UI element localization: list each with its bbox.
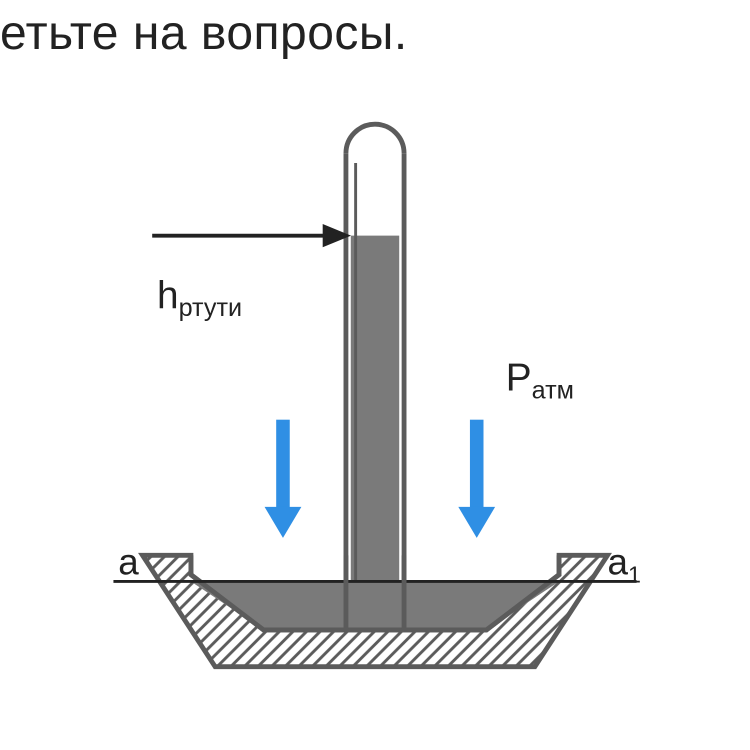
label-h-main: h: [157, 274, 179, 317]
label-p-sub: атм: [532, 376, 574, 404]
label-p-main: P: [506, 357, 532, 400]
label-p-atm: Pатм: [506, 357, 574, 405]
mercury-column: [351, 236, 399, 633]
mercury-level-arrow: [152, 227, 346, 244]
label-a-right-sub: 1: [628, 561, 641, 587]
label-a-right-main: a: [608, 542, 629, 583]
barometer-diagram: hртути Pатм: [65, 90, 685, 730]
label-a-right: a1: [608, 542, 641, 588]
page-root: { "page": { "background": "#ffffff", "wi…: [0, 0, 750, 750]
label-a-left: a: [118, 542, 139, 583]
pressure-arrow-left: [265, 420, 302, 538]
header-partial-text: етьте на вопросы.: [0, 6, 750, 61]
label-h-sub: ртути: [179, 294, 242, 322]
pressure-arrow-right: [458, 420, 495, 538]
label-h-mercury: hртути: [157, 274, 242, 322]
